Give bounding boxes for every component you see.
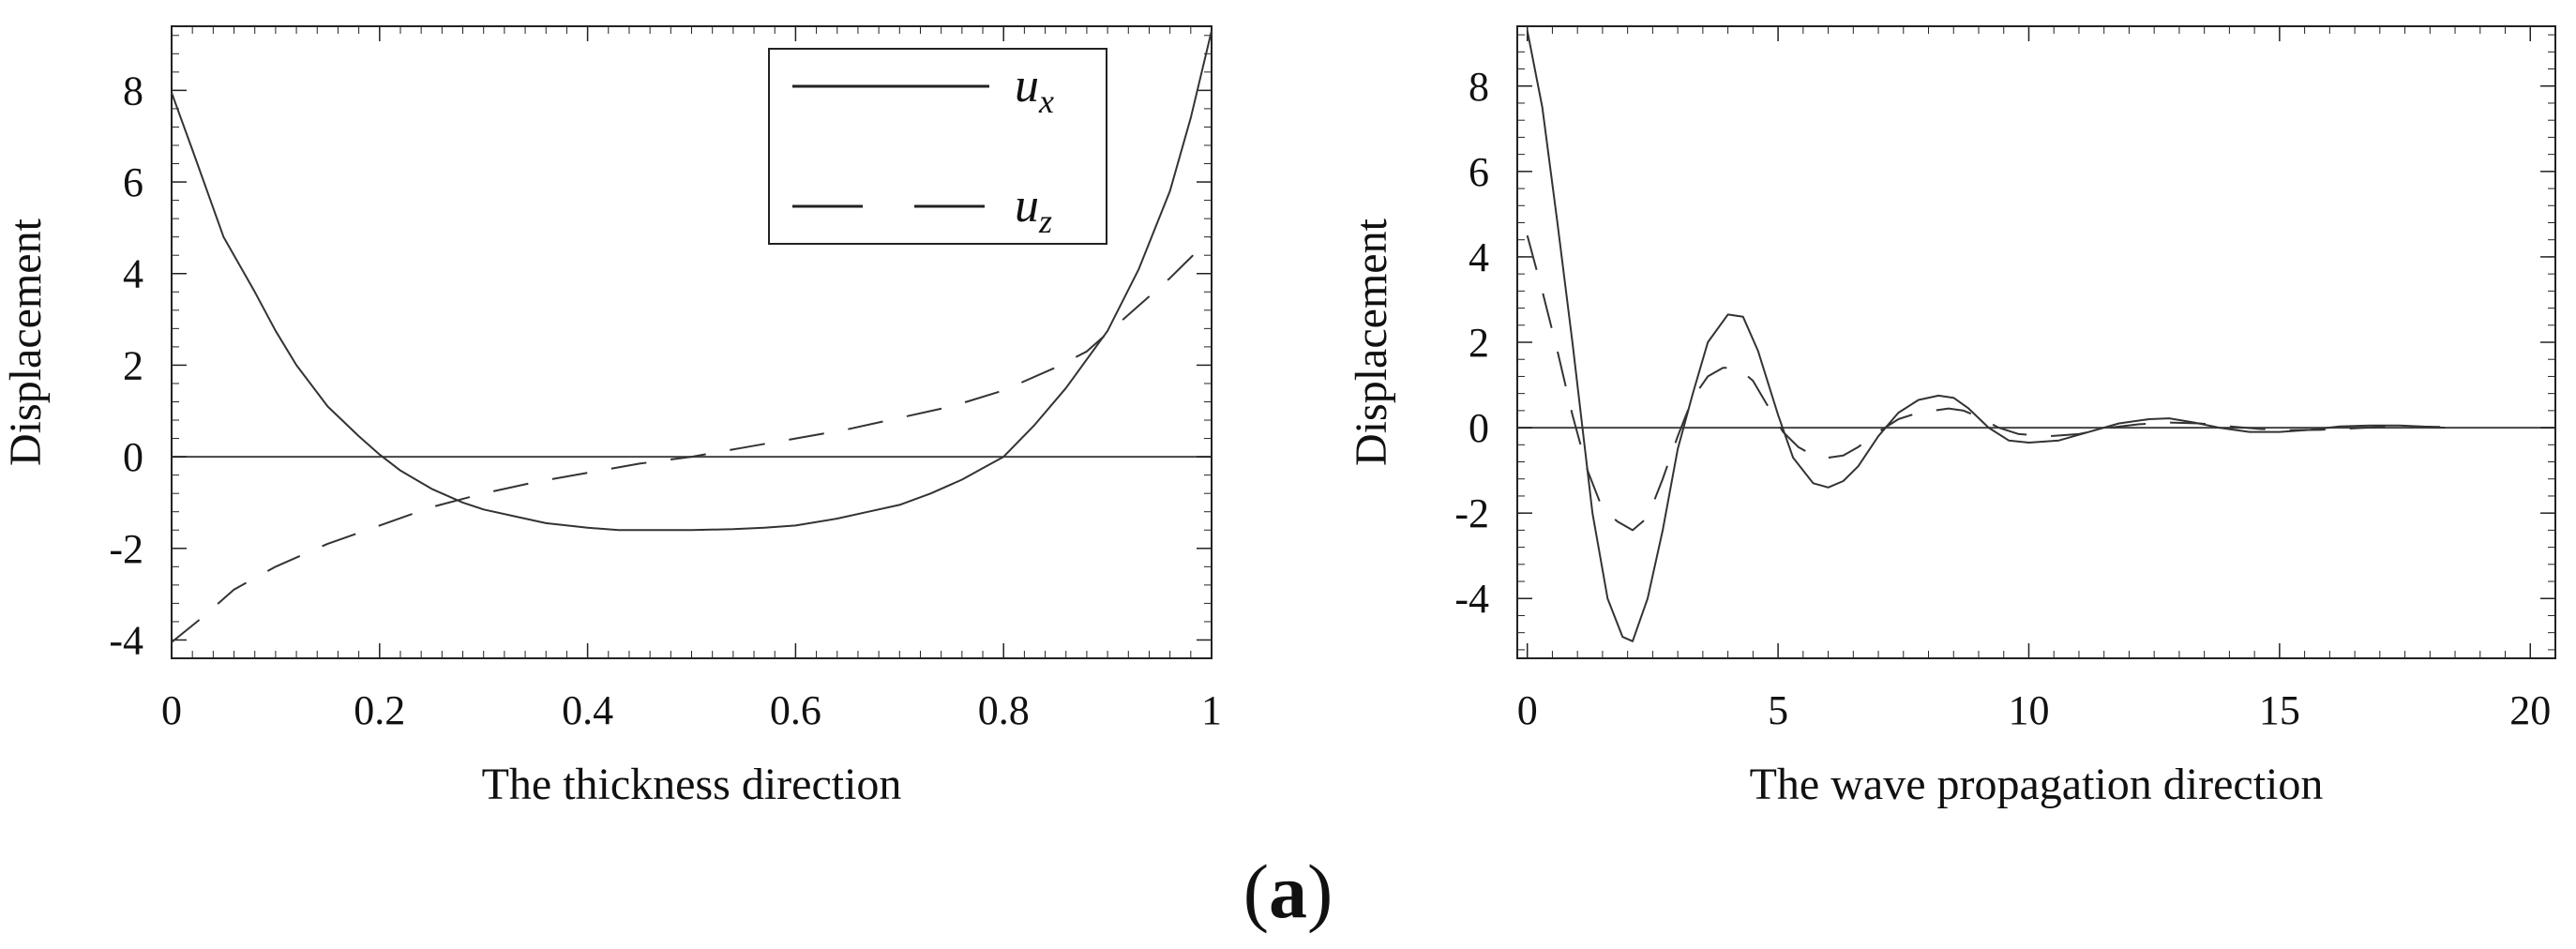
x-tick-label: 0.4 [562,687,613,733]
series-line-u-z [1526,234,2441,532]
y-tick-label: 4 [1469,234,1489,280]
left-chart: 0 0.2 0.4 0.6 0.8 1 -4 -2 0 2 4 6 8 The thickness dir… [1,25,1222,809]
y-tick-label: 8 [1469,64,1489,110]
y-tick-label: 4 [123,251,143,297]
y-tick-label: 8 [123,68,143,113]
x-axis-label: The wave propagation direction [1750,760,2324,809]
x-tick-label: 15 [2259,687,2300,733]
legend-box [768,48,1107,245]
figure-caption: (a) [1243,849,1333,934]
y-tick-label: 6 [123,159,143,205]
x-tick-label: 10 [2008,687,2049,733]
y-tick-label: 2 [123,342,143,388]
x-tick-label: 5 [1768,687,1788,733]
y-tick-label: 6 [1469,149,1489,195]
x-tick-label: 0.2 [354,687,405,733]
x-tick-label: 0 [161,687,182,733]
legend: ux uz [768,48,1107,245]
series-line-u-x [1526,30,2446,642]
y-axis-label: Displacement [1,218,51,466]
series-line-u-x [171,30,1213,532]
y-tick-label: -4 [109,617,143,663]
plot-frame [1516,25,2556,659]
y-tick-label: 0 [1469,405,1489,451]
right-chart: 0 5 10 15 20 -4 -2 0 2 4 6 8 The wave propagation di… [1347,25,2556,809]
y-tick-label: 0 [123,434,143,480]
x-axis-label: The thickness direction [482,760,902,809]
x-tick-label: 0 [1517,687,1538,733]
y-tick-label: -4 [1454,576,1489,622]
legend-label-z: uz [1015,179,1052,240]
y-tick-label: -2 [1454,490,1489,536]
y-axis-label: Displacement [1347,218,1396,466]
x-tick-label: 20 [2509,687,2551,733]
y-tick-label: -2 [109,526,143,572]
y-tick-label: 2 [1469,320,1489,366]
x-tick-label: 0.6 [770,687,821,733]
legend-label-x: ux [1015,59,1054,120]
x-tick-label: 1 [1201,687,1222,733]
x-tick-label: 0.8 [978,687,1030,733]
series-line-u-z [171,235,1213,643]
figure-label: a [1269,849,1307,934]
